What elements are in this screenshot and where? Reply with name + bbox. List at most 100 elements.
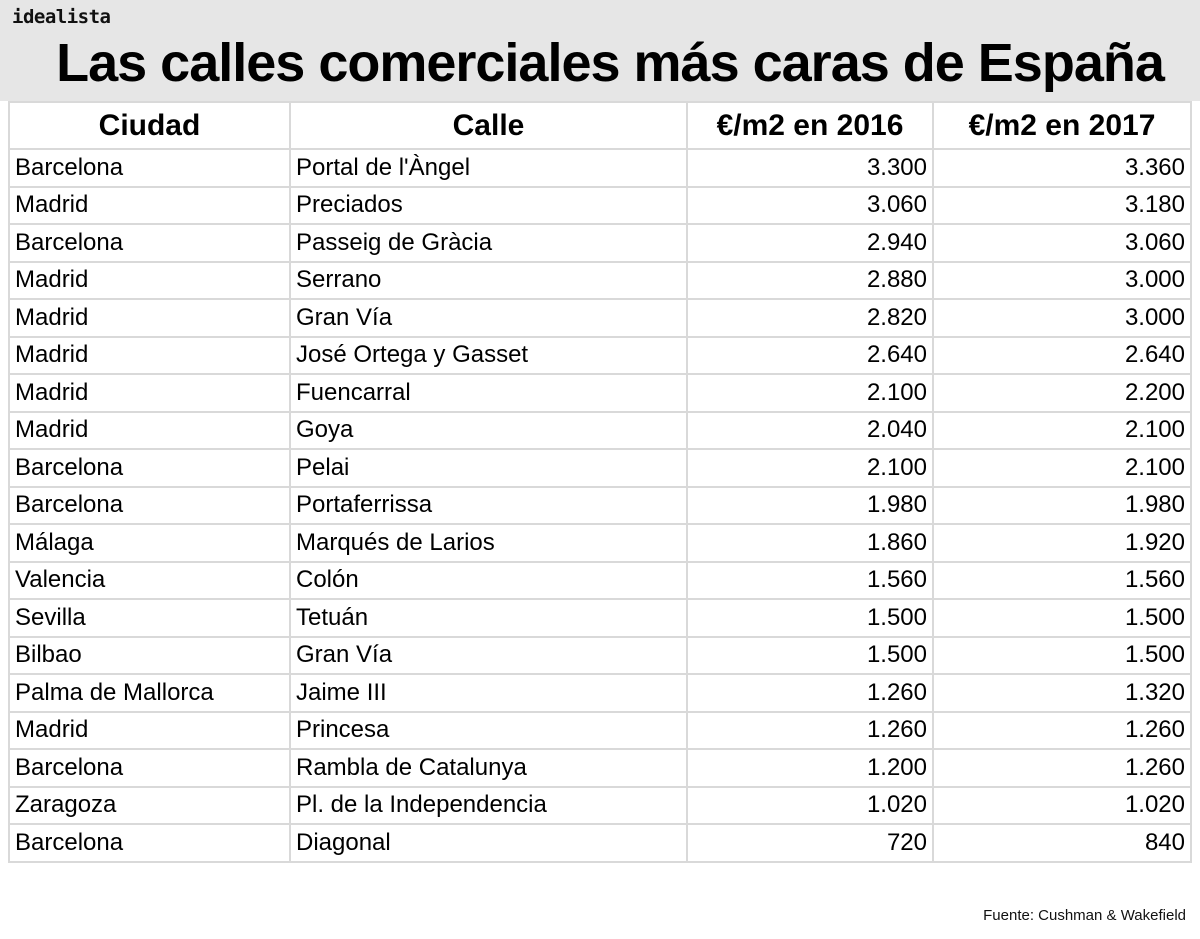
cell-2017: 2.640 [932, 335, 1192, 375]
cell-2017: 1.260 [932, 748, 1192, 788]
cell-2016: 3.060 [686, 185, 934, 225]
cell-2017: 1.920 [932, 523, 1192, 563]
cell-calle: Pelai [289, 448, 688, 488]
cell-calle: Colón [289, 560, 688, 600]
cell-2016: 2.040 [686, 410, 934, 450]
column-header-calle: Calle [289, 101, 688, 150]
table-row: Bilbao Gran Vía 1.500 1.500 [8, 635, 1192, 675]
column-header-2016: €/m2 en 2016 [686, 101, 934, 150]
table-row: Madrid Preciados 3.060 3.180 [8, 185, 1192, 225]
cell-calle: Pl. de la Independencia [289, 785, 688, 825]
cell-2017: 2.100 [932, 410, 1192, 450]
table-row: Barcelona Portaferrissa 1.980 1.980 [8, 485, 1192, 525]
cell-2017: 1.020 [932, 785, 1192, 825]
cell-2016: 1.500 [686, 598, 934, 638]
table-row: Madrid Serrano 2.880 3.000 [8, 260, 1192, 300]
table-row: Barcelona Pelai 2.100 2.100 [8, 448, 1192, 488]
cell-2016: 720 [686, 823, 934, 863]
cell-ciudad: Barcelona [8, 223, 291, 263]
cell-ciudad: Barcelona [8, 748, 291, 788]
cell-calle: Gran Vía [289, 635, 688, 675]
cell-2016: 2.820 [686, 298, 934, 338]
source-note: Fuente: Cushman & Wakefield [983, 907, 1186, 924]
cell-2017: 840 [932, 823, 1192, 863]
cell-calle: Diagonal [289, 823, 688, 863]
cell-2016: 3.300 [686, 148, 934, 188]
cell-calle: Serrano [289, 260, 688, 300]
cell-calle: Rambla de Catalunya [289, 748, 688, 788]
cell-2016: 1.560 [686, 560, 934, 600]
cell-ciudad: Barcelona [8, 823, 291, 863]
cell-2017: 2.100 [932, 448, 1192, 488]
brand-logo: idealista [12, 6, 111, 28]
cell-ciudad: Barcelona [8, 448, 291, 488]
header-band: idealista Las calles comerciales más car… [0, 0, 1200, 101]
cell-2017: 1.260 [932, 710, 1192, 750]
cell-ciudad: Barcelona [8, 485, 291, 525]
cell-calle: Passeig de Gràcia [289, 223, 688, 263]
cell-ciudad: Zaragoza [8, 785, 291, 825]
cell-calle: José Ortega y Gasset [289, 335, 688, 375]
cell-2016: 1.980 [686, 485, 934, 525]
cell-2017: 3.060 [932, 223, 1192, 263]
cell-2017: 2.200 [932, 373, 1192, 413]
cell-ciudad: Madrid [8, 710, 291, 750]
cell-ciudad: Madrid [8, 373, 291, 413]
cell-ciudad: Barcelona [8, 148, 291, 188]
cell-2017: 1.320 [932, 673, 1192, 713]
table-row: Sevilla Tetuán 1.500 1.500 [8, 598, 1192, 638]
cell-2016: 1.860 [686, 523, 934, 563]
table-header-row: Ciudad Calle €/m2 en 2016 €/m2 en 2017 [8, 101, 1192, 150]
table-row: Madrid José Ortega y Gasset 2.640 2.640 [8, 335, 1192, 375]
cell-2016: 1.200 [686, 748, 934, 788]
table-row: Málaga Marqués de Larios 1.860 1.920 [8, 523, 1192, 563]
cell-calle: Portaferrissa [289, 485, 688, 525]
cell-calle: Portal de l'Àngel [289, 148, 688, 188]
cell-ciudad: Madrid [8, 335, 291, 375]
cell-2016: 2.100 [686, 448, 934, 488]
table-row: Zaragoza Pl. de la Independencia 1.020 1.02… [8, 785, 1192, 825]
cell-2016: 2.100 [686, 373, 934, 413]
cell-ciudad: Madrid [8, 185, 291, 225]
table-row: Madrid Fuencarral 2.100 2.200 [8, 373, 1192, 413]
table-row: Valencia Colón 1.560 1.560 [8, 560, 1192, 600]
table-row: Madrid Princesa 1.260 1.260 [8, 710, 1192, 750]
cell-calle: Princesa [289, 710, 688, 750]
cell-2017: 3.000 [932, 260, 1192, 300]
cell-calle: Goya [289, 410, 688, 450]
cell-ciudad: Valencia [8, 560, 291, 600]
table-row: Madrid Goya 2.040 2.100 [8, 410, 1192, 450]
cell-2016: 2.940 [686, 223, 934, 263]
page-title: Las calles comerciales más caras de Espa… [56, 33, 1165, 93]
cell-ciudad: Bilbao [8, 635, 291, 675]
cell-calle: Fuencarral [289, 373, 688, 413]
cell-2016: 1.260 [686, 710, 934, 750]
cell-2016: 1.260 [686, 673, 934, 713]
cell-calle: Tetuán [289, 598, 688, 638]
cell-2016: 1.020 [686, 785, 934, 825]
table-row: Barcelona Portal de l'Àngel 3.300 3.360 [8, 148, 1192, 188]
table-row: Barcelona Rambla de Catalunya 1.200 1.260 [8, 748, 1192, 788]
table-row: Barcelona Passeig de Gràcia 2.940 3.060 [8, 223, 1192, 263]
cell-calle: Jaime III [289, 673, 688, 713]
cell-2017: 1.560 [932, 560, 1192, 600]
cell-2017: 3.180 [932, 185, 1192, 225]
cell-2017: 3.000 [932, 298, 1192, 338]
cell-2017: 1.500 [932, 598, 1192, 638]
cell-2016: 2.880 [686, 260, 934, 300]
prices-table: Ciudad Calle €/m2 en 2016 €/m2 en 2017 B… [8, 101, 1192, 863]
cell-2017: 1.500 [932, 635, 1192, 675]
cell-calle: Marqués de Larios [289, 523, 688, 563]
column-header-ciudad: Ciudad [8, 101, 291, 150]
cell-calle: Preciados [289, 185, 688, 225]
table-body: Barcelona Portal de l'Àngel 3.300 3.360 Madr… [8, 148, 1192, 863]
cell-2017: 3.360 [932, 148, 1192, 188]
cell-calle: Gran Vía [289, 298, 688, 338]
cell-2016: 2.640 [686, 335, 934, 375]
cell-ciudad: Málaga [8, 523, 291, 563]
cell-ciudad: Sevilla [8, 598, 291, 638]
table-row: Barcelona Diagonal 720 840 [8, 823, 1192, 863]
column-header-2017: €/m2 en 2017 [932, 101, 1192, 150]
table-row: Palma de Mallorca Jaime III 1.260 1.320 [8, 673, 1192, 713]
cell-2016: 1.500 [686, 635, 934, 675]
